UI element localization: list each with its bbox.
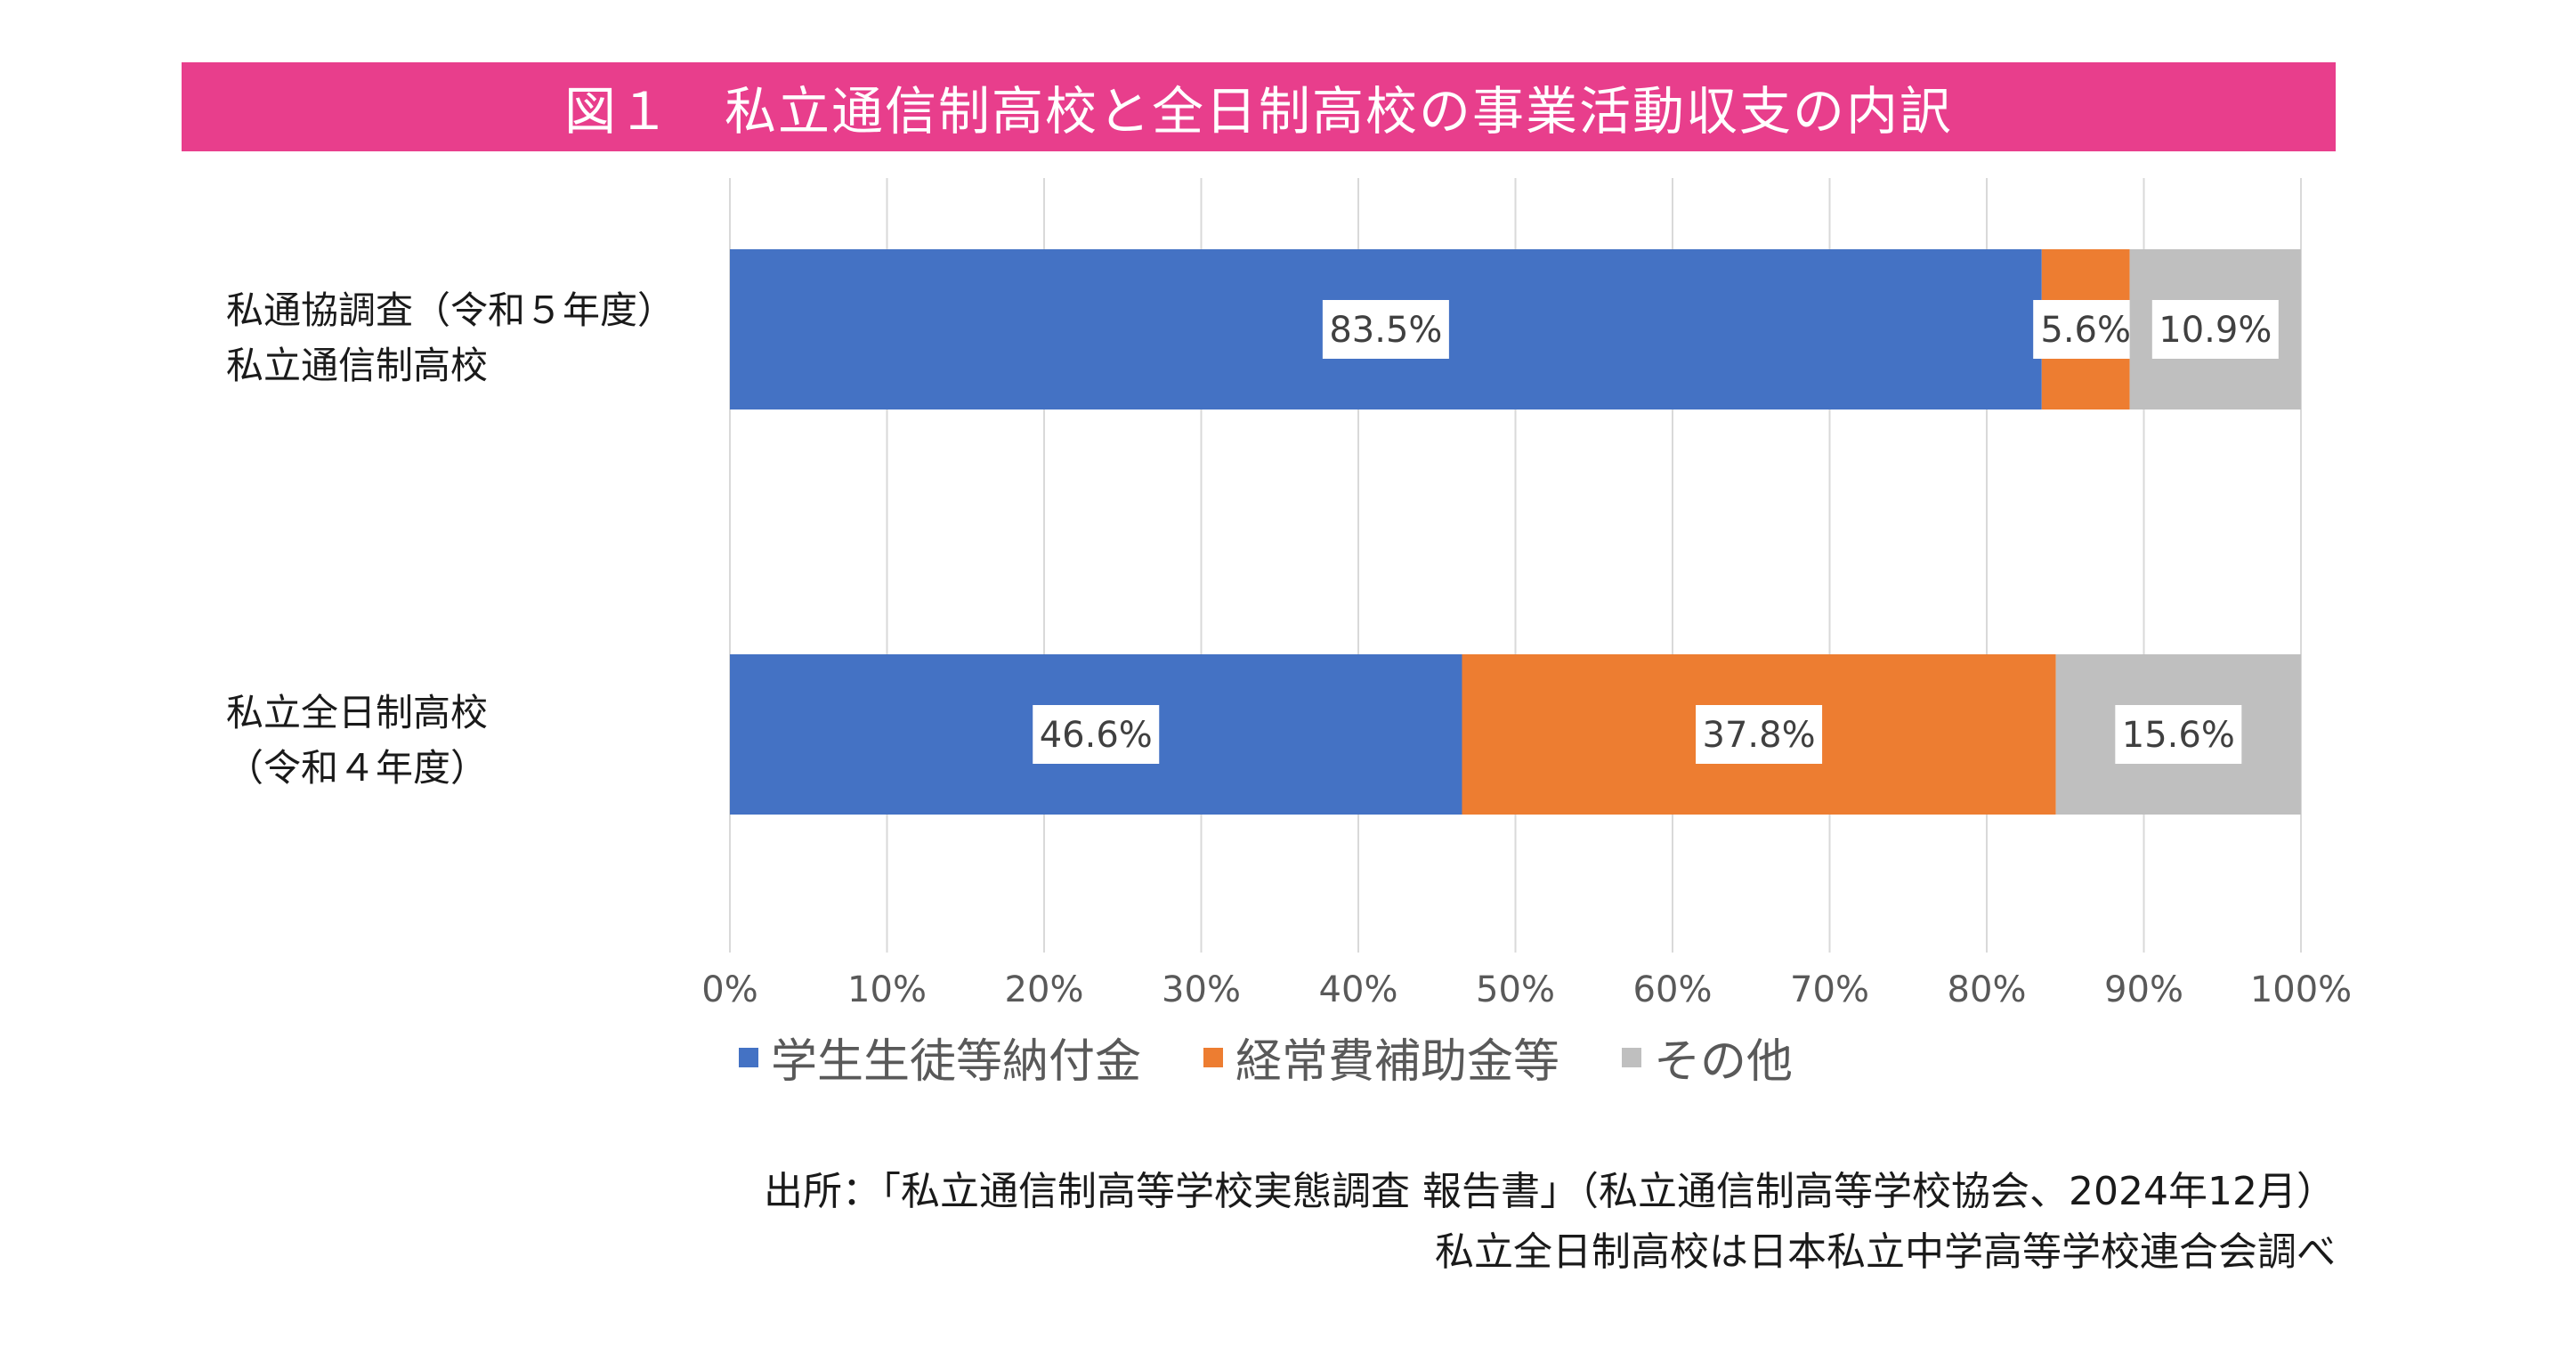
x-tick-label: 70%	[1790, 969, 1869, 1010]
category-label-2-line-1: 私立全日制高校	[226, 691, 489, 734]
category-label-1: 私通協調査（令和５年度） 私立通信制高校	[226, 283, 675, 393]
category-label-2-line-2: （令和４年度）	[226, 746, 489, 790]
source-line-1: 出所：「私立通信制高等学校実態調査 報告書」（私立通信制高等学校協会、2024年…	[764, 1169, 2336, 1214]
data-label: 5.6%	[2040, 310, 2131, 351]
legend: 学生生徒等納付金 経常費補助金等 その他	[739, 1024, 1855, 1091]
data-label: 37.8%	[1703, 715, 1816, 756]
category-label-1-line-1: 私通協調査（令和５年度）	[226, 288, 676, 332]
stacked-bar-chart: 83.5% 5.6% 10.9% 46.6% 37.8% 15.6% 0% 10% 20% 30…	[701, 178, 2352, 1010]
data-label-box	[2115, 705, 2242, 764]
x-tick-label: 40%	[1319, 969, 1398, 1010]
data-label: 15.6%	[2122, 715, 2235, 756]
legend-item-3: その他	[1622, 1024, 1793, 1091]
data-label: 10.9%	[2159, 310, 2272, 351]
x-tick-label: 60%	[1633, 969, 1713, 1010]
bars: 83.5% 5.6% 10.9% 46.6% 37.8% 15.6%	[730, 249, 2301, 815]
data-label: 46.6%	[1040, 715, 1153, 756]
x-tick-label: 100%	[2250, 969, 2352, 1010]
source-line-2: 私立全日制高校は日本私立中学高等学校連合会調べ	[1435, 1229, 2336, 1275]
x-tick-label: 0%	[701, 969, 757, 1010]
x-axis-ticks: 0% 10% 20% 30% 40% 50% 60% 70% 80% 90% 100%	[701, 969, 2352, 1010]
x-tick-label: 10%	[847, 969, 927, 1010]
data-label-box	[2151, 300, 2279, 359]
data-label-box	[2033, 300, 2139, 359]
chart-title: 図１ 私立通信制高校と全日制高校の事業活動収支の内訳	[563, 81, 1953, 142]
legend-label-2: 経常費補助金等	[1235, 1035, 1560, 1089]
x-tick-label: 50%	[1476, 969, 1555, 1010]
legend-swatch-1	[739, 1047, 758, 1067]
x-tick-label: 30%	[1162, 969, 1241, 1010]
legend-item-1: 学生生徒等納付金	[739, 1024, 1141, 1091]
data-label-box	[1033, 705, 1160, 764]
legend-item-2: 経常費補助金等	[1203, 1024, 1559, 1091]
title-bar: 図１ 私立通信制高校と全日制高校の事業活動収支の内訳	[182, 62, 2336, 151]
x-tick-label: 90%	[2104, 969, 2183, 1010]
data-label-box	[1696, 705, 1823, 764]
category-label-1-line-2: 私立通信制高校	[226, 344, 489, 387]
x-tick-label: 20%	[1005, 969, 1084, 1010]
legend-swatch-2	[1203, 1047, 1224, 1067]
category-label-2: 私立全日制高校 （令和４年度）	[226, 685, 488, 796]
data-label: 83.5%	[1329, 310, 1442, 351]
source-note: 出所：「私立通信制高等学校実態調査 報告書」（私立通信制高等学校協会、2024年…	[764, 1162, 2336, 1283]
legend-label-3: その他	[1654, 1035, 1794, 1089]
legend-label-1: 学生生徒等納付金	[771, 1035, 1142, 1089]
data-label-box	[1322, 300, 1449, 359]
legend-swatch-3	[1622, 1047, 1642, 1067]
x-tick-label: 80%	[1948, 969, 2027, 1010]
